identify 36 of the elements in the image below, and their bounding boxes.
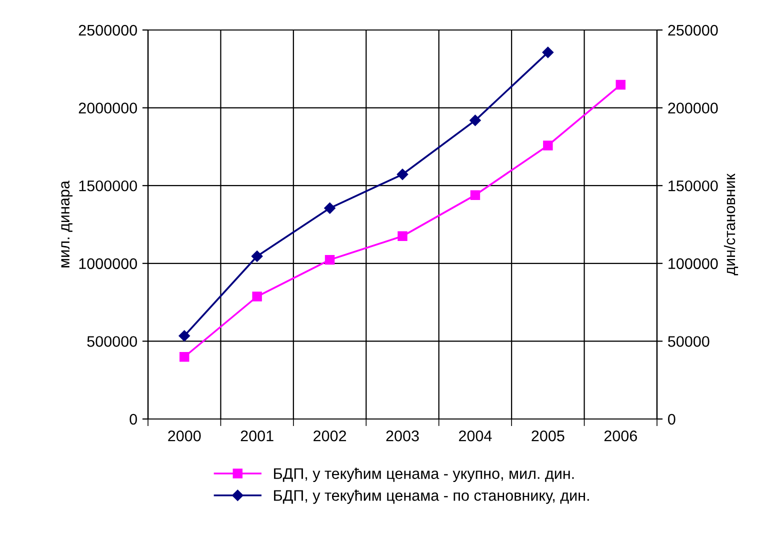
y2-tick-label: 0 <box>668 414 676 425</box>
y-tick-label: 2000000 <box>78 102 137 114</box>
point <box>178 330 190 342</box>
point <box>542 46 554 58</box>
x-tick-label: 2003 <box>386 430 419 442</box>
x-tick-label: 2000 <box>168 430 201 442</box>
y-axis-title: мил. динара <box>61 180 73 268</box>
point <box>396 168 408 180</box>
x-tick-label: 2002 <box>314 430 346 442</box>
y-tick-label: 1500000 <box>79 180 137 192</box>
y-tick-label: 500000 <box>87 336 137 347</box>
point <box>252 292 262 302</box>
point <box>470 190 480 200</box>
y2-tick-label: 50000 <box>668 336 710 347</box>
point <box>324 202 336 214</box>
point <box>398 231 408 242</box>
x-tick-label: 2004 <box>458 430 492 442</box>
y2-tick-label: 150000 <box>668 180 718 192</box>
y2-axis-title: дин/становник <box>724 174 738 276</box>
point <box>251 250 263 262</box>
y2-tick-label: 100000 <box>668 258 718 270</box>
legend-label: БДП, у текућим ценама - укупно, мил. дин. <box>274 468 574 482</box>
y-tick-label: 1000000 <box>79 258 137 270</box>
x-tick-label: 2006 <box>604 430 637 442</box>
point <box>616 80 626 90</box>
point <box>324 254 335 265</box>
point <box>543 140 553 150</box>
y-tick-label: 0 <box>130 414 137 425</box>
point <box>179 352 190 362</box>
y-tick-label: 2500000 <box>78 24 137 36</box>
x-tick-label: 2001 <box>240 430 274 442</box>
y2-tick-label: 200000 <box>668 102 718 114</box>
y2-tick-label: 250000 <box>668 24 718 36</box>
point <box>470 114 481 126</box>
x-tick-label: 2005 <box>532 430 564 442</box>
legend-label: БДП, у текућим ценама - по становнику, дин. <box>274 490 589 504</box>
